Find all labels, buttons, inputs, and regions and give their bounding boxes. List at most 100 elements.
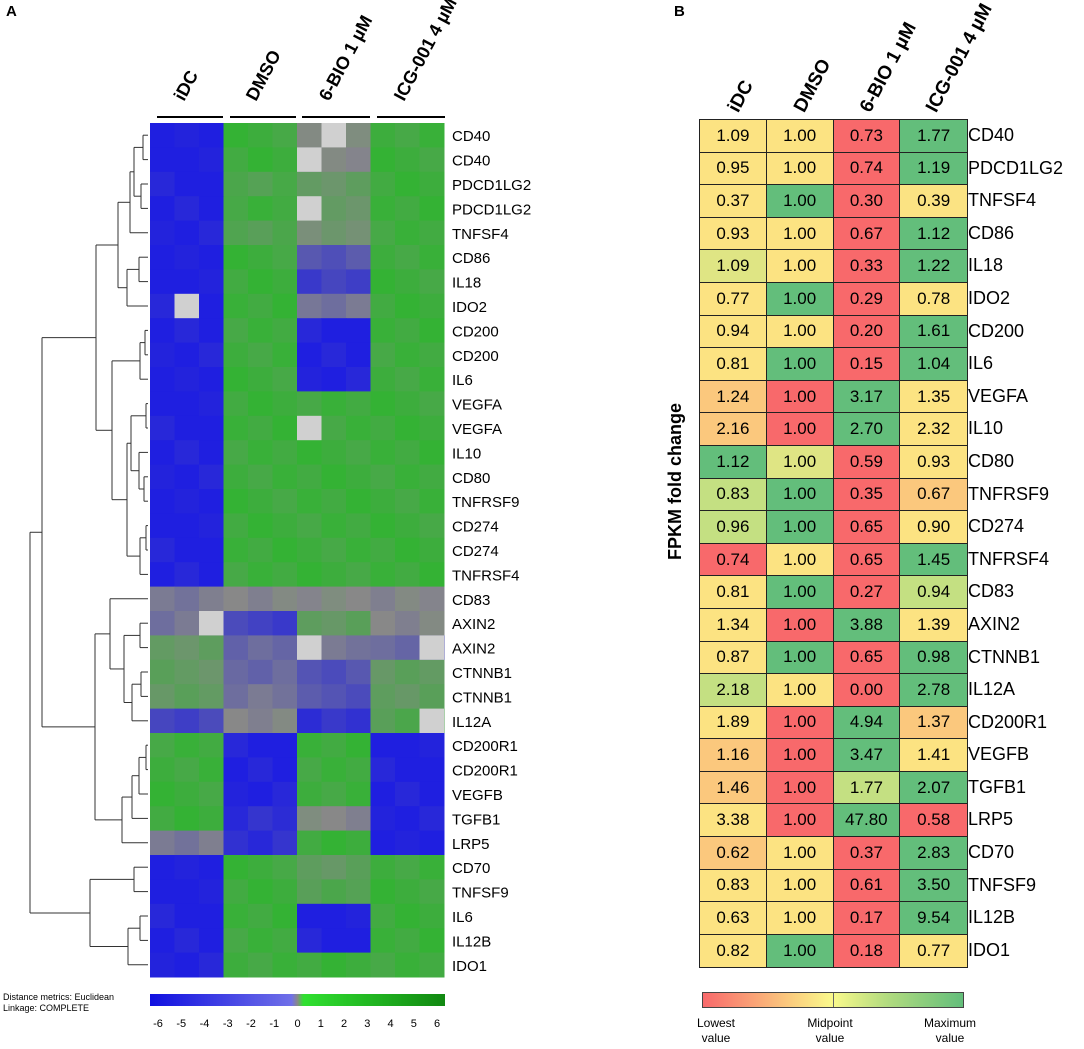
heatmap-cell <box>346 171 371 197</box>
table-cell: 0.81 <box>700 576 767 609</box>
heatmap-cell <box>321 269 347 295</box>
heatmap-cell <box>346 245 371 270</box>
heatmap-cell <box>297 611 322 636</box>
heatmap-row-label: IL10 <box>452 445 481 462</box>
heatmap-cell <box>272 196 298 222</box>
heatmap-cell <box>150 171 175 197</box>
table-cell: 0.15 <box>833 348 901 381</box>
heatmap-cell <box>395 342 420 368</box>
table-row-label: CTNNB1 <box>968 646 1041 667</box>
heatmap-cell <box>150 415 175 441</box>
table-cell: 0.17 <box>833 902 901 935</box>
heatmap-cell <box>199 903 224 929</box>
table-cell: 1.00 <box>766 608 834 642</box>
heatmap-cell <box>297 391 322 417</box>
heatmap-cell <box>419 586 445 612</box>
heatmap-cell <box>395 708 420 734</box>
heatmap-row-label: TNFRSF4 <box>452 567 520 584</box>
heatmap-cell <box>150 781 175 807</box>
heatmap-cell <box>419 293 445 319</box>
heatmap-cell <box>150 513 175 539</box>
table-cell: 1.45 <box>900 543 967 577</box>
table-cell: 1.22 <box>900 250 967 283</box>
heatmap-cell <box>370 708 396 734</box>
heatmap-cell <box>248 391 273 417</box>
heatmap-cell <box>395 293 420 319</box>
heatmap-cell <box>297 684 322 710</box>
heatmap-cell <box>199 123 224 148</box>
heatmap-cell <box>174 367 200 392</box>
table-cell: 1.00 <box>766 315 834 349</box>
heatmap-cell <box>346 733 371 758</box>
heatmap-cell <box>297 440 322 466</box>
heatmap-cell <box>321 415 347 441</box>
heatmap-cell <box>199 855 224 880</box>
heatmap-cell <box>150 830 175 856</box>
heatmap-cell <box>370 586 396 612</box>
heatmap-cell <box>223 928 249 954</box>
table-column-header: ICG-001 4 µM <box>922 0 997 116</box>
heatmap-cell <box>150 635 175 661</box>
heatmap-cell <box>297 781 322 807</box>
heatmap-cell <box>419 269 445 295</box>
panel-b-table: iDC DMSO 6-BIO 1 µM ICG-001 4 µM 1.09 1.00 0.… <box>660 0 1084 1049</box>
heatmap-cell <box>321 855 347 880</box>
color-scale-tick: -6 <box>153 1018 163 1030</box>
heatmap-cell <box>370 611 396 636</box>
heatmap-cell <box>370 635 396 661</box>
table-cell: 0.94 <box>700 315 767 349</box>
table-cell: 0.65 <box>833 543 901 577</box>
table-cell: 0.67 <box>833 217 901 251</box>
table-cell: 0.63 <box>700 902 767 935</box>
table-cell: 1.34 <box>700 608 767 642</box>
heatmap-row-label: IDO1 <box>452 958 487 975</box>
heatmap-cell <box>272 586 298 612</box>
heatmap-cell <box>370 171 396 197</box>
table-cell: 0.59 <box>833 445 901 479</box>
table-cell: 1.00 <box>766 543 834 577</box>
table-cell: 0.62 <box>700 837 767 870</box>
heatmap-row-label: LRP5 <box>452 836 490 853</box>
heatmap-cell <box>370 513 396 539</box>
table-cell: 2.83 <box>900 837 967 870</box>
heatmap-color-scale: -6 -5 -4 -3 -2 -1 0 1 2 3 4 5 6 <box>150 994 445 1030</box>
heatmap-cell <box>346 781 371 807</box>
heatmap-cell <box>150 611 175 636</box>
table-cell: 0.96 <box>700 511 767 544</box>
table-cell: 0.93 <box>700 217 767 251</box>
heatmap-cell <box>174 513 200 539</box>
heatmap-cell <box>419 147 445 173</box>
heatmap-cell <box>174 659 200 685</box>
heatmap-cell <box>248 781 273 807</box>
heatmap-cell <box>174 928 200 954</box>
heatmap-cell <box>199 879 224 905</box>
heatmap-cell <box>297 464 322 490</box>
heatmap-cell <box>199 537 224 563</box>
heatmap-cell <box>199 415 224 441</box>
heatmap-cell <box>395 464 420 490</box>
heatmap-cell <box>248 269 273 295</box>
table-row-label: CD40 <box>968 125 1015 145</box>
heatmap-cell <box>419 806 445 832</box>
table-cell: 1.00 <box>766 478 834 512</box>
heatmap-cell <box>395 318 420 344</box>
heatmap-cell <box>272 513 298 539</box>
table-cell: 1.00 <box>766 217 834 251</box>
heatmap-cell <box>248 415 273 441</box>
heatmap-cell <box>297 928 322 954</box>
heatmap-cell <box>223 147 249 173</box>
heatmap-cell <box>248 855 273 880</box>
heatmap-cell <box>248 952 273 978</box>
heatmap-cell <box>346 586 371 612</box>
heatmap-cell <box>272 611 298 636</box>
heatmap-cell <box>321 196 347 222</box>
distance-metrics-text: Distance metrics: Euclidean <box>3 992 115 1002</box>
heatmap-cell <box>297 562 322 588</box>
heatmap-cell <box>321 245 347 270</box>
legend-lowest-label: Lowest value <box>696 1016 736 1045</box>
heatmap-cell <box>174 855 200 880</box>
table-row-label: CD80 <box>968 450 1015 471</box>
heatmap-cell <box>370 903 396 929</box>
table-cell: 1.09 <box>700 120 767 153</box>
table-cell: 3.17 <box>833 380 901 414</box>
